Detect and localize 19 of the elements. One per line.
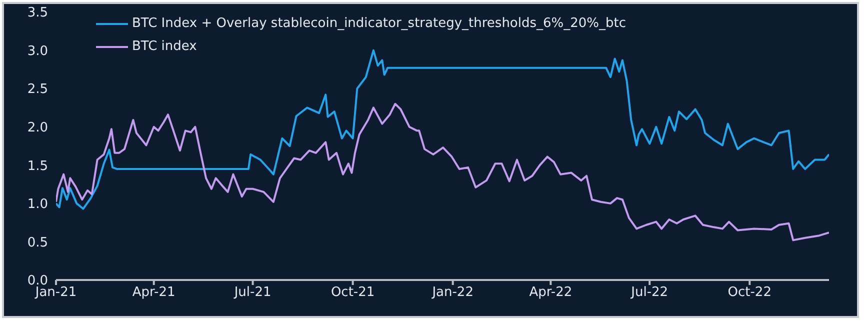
x-tick-label: Jul-22 [630,285,668,300]
x-tick-label: Jan-21 [34,285,77,300]
line-series [56,102,829,242]
x-tick-label: Apr-22 [529,285,572,300]
y-tick-label: 3.5 [27,6,48,21]
x-tick-label: Jul-21 [233,285,272,300]
y-tick-label: 2.0 [27,120,48,136]
y-tick-label: 2.5 [27,82,48,98]
y-tick-label: 0.5 [27,235,48,250]
legend-label: BTC Index + Overlay stablecoin_indicator_strategy_thresholds_6%_20%_btc [132,15,626,33]
y-tick-label: 1.0 [27,197,48,212]
x-tick-label: Oct-22 [728,285,772,300]
legend-label: BTC index [132,38,197,56]
x-tick-label: Oct-21 [330,285,375,300]
y-tick-label: 1.5 [27,158,48,174]
x-tick-label: Apr-21 [132,285,176,300]
y-tick-label: 3.0 [27,44,48,59]
line-series [56,49,829,210]
x-tick-label: Jan-22 [431,285,474,300]
